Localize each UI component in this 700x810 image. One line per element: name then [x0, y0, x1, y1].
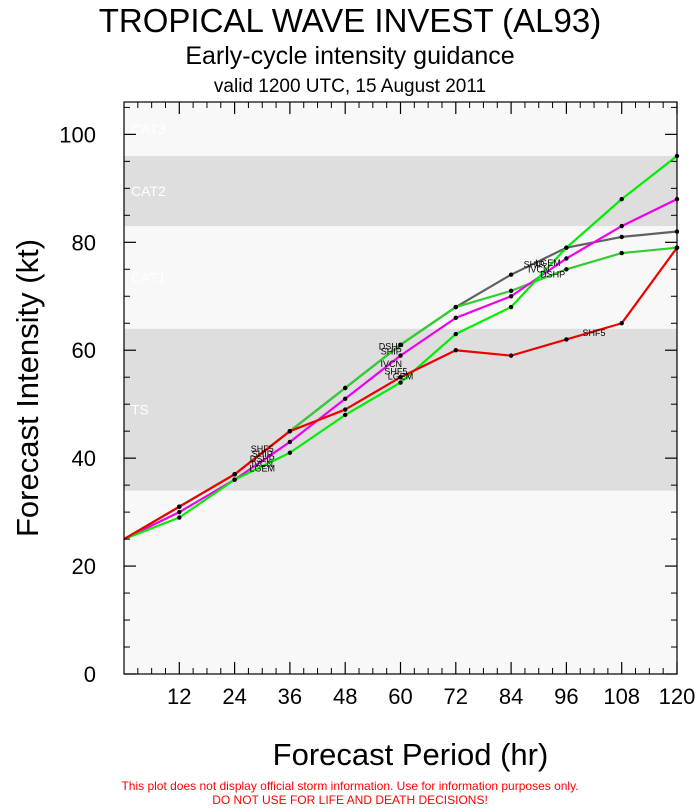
series-label-dshp: DSHP — [379, 342, 404, 352]
point-shf5-36 — [287, 428, 293, 434]
point-shf5-24 — [232, 472, 237, 477]
disclaimer-line-2: DO NOT USE FOR LIFE AND DEATH DECISIONS! — [212, 793, 488, 807]
point-dshp-72 — [453, 304, 458, 310]
series-label-ivcn: IVCN — [381, 359, 403, 369]
series-label-ivcn: IVCN — [528, 265, 550, 275]
point-dshp-84 — [508, 288, 514, 294]
point-ivcn-108 — [619, 223, 624, 229]
series-label-shf5: SHF5 — [251, 444, 274, 454]
intensity-chart: TSCAT1CAT2CAT3SHIPDSHPIVCNLGEMSHF5SHIPDS… — [10, 101, 696, 772]
band-label-cat1: CAT1 — [131, 269, 166, 285]
series-label-lgem: LGEM — [535, 258, 561, 268]
point-shf5-108 — [619, 321, 624, 326]
x-tick-label: 120 — [659, 684, 696, 709]
band-label-ts: TS — [131, 402, 149, 418]
x-axis-label: Forecast Period (hr) — [273, 737, 549, 772]
series-label-lgem: LGEM — [388, 371, 414, 381]
point-lgem-48 — [343, 412, 348, 418]
x-tick-label: 84 — [499, 684, 523, 709]
y-tick-label: 60 — [72, 338, 96, 363]
point-shf5-12 — [177, 504, 182, 509]
point-dshp-48 — [343, 385, 348, 391]
disclaimer-line-1: This plot does not display official stor… — [121, 779, 579, 793]
point-ivcn-96 — [564, 256, 569, 261]
chart-title: TROPICAL WAVE INVEST (AL93) — [98, 2, 602, 39]
point-ivcn-36 — [287, 439, 293, 445]
point-lgem-36 — [287, 450, 293, 455]
y-tick-label: 80 — [72, 230, 96, 255]
point-dshp-108 — [619, 250, 624, 256]
series-label-ivcn: IVCN — [251, 459, 273, 469]
point-lgem-84 — [508, 304, 514, 310]
point-ship-84 — [508, 272, 514, 277]
point-lgem-12 — [177, 515, 182, 520]
y-tick-label: 100 — [59, 122, 96, 147]
point-lgem-108 — [619, 196, 624, 202]
series-label-ship: SHIP — [524, 260, 545, 270]
x-tick-label: 60 — [388, 684, 412, 709]
point-dshp-60 — [398, 342, 403, 348]
x-tick-label: 12 — [167, 684, 191, 709]
band-label-cat3: CAT3 — [131, 121, 166, 137]
point-lgem-72 — [453, 331, 458, 337]
point-lgem-60 — [398, 380, 403, 385]
y-axis-label: Forecast Intensity (kt) — [10, 239, 45, 537]
x-tick-label: 96 — [554, 684, 578, 709]
point-shf5-72 — [453, 348, 458, 353]
x-tick-label: 36 — [278, 684, 302, 709]
point-ivcn-48 — [343, 396, 348, 401]
point-dshp-96 — [564, 267, 569, 272]
point-shf5-96 — [564, 337, 569, 342]
band-label-cat2: CAT2 — [131, 183, 166, 199]
point-shf5-60 — [398, 375, 403, 380]
series-label-ship: SHIP — [381, 347, 402, 357]
series-label-ship: SHIP — [252, 449, 273, 459]
point-shf5-48 — [343, 407, 348, 412]
x-tick-label: 24 — [222, 684, 246, 709]
point-lgem-96 — [564, 245, 569, 250]
y-tick-label: 40 — [72, 446, 96, 471]
series-label-lgem: LGEM — [249, 464, 275, 474]
point-ivcn-72 — [453, 315, 458, 321]
y-tick-label: 20 — [72, 554, 96, 579]
point-ship-108 — [619, 234, 624, 240]
y-tick-label: 0 — [84, 662, 96, 687]
point-ivcn-12 — [177, 509, 182, 515]
series-label-shf5: SHF5 — [384, 367, 407, 377]
x-tick-label: 72 — [444, 684, 468, 709]
chart-subtitle: Early-cycle intensity guidance — [185, 42, 515, 70]
point-ivcn-60 — [398, 353, 403, 358]
band-cat2 — [124, 155, 677, 227]
point-ivcn-84 — [508, 294, 514, 299]
point-shf5-84 — [508, 353, 514, 358]
x-tick-label: 108 — [603, 684, 640, 709]
valid-time: valid 1200 UTC, 15 August 2011 — [213, 76, 487, 97]
series-label-dshp: DSHP — [250, 454, 275, 464]
series-label-shf5: SHF5 — [583, 328, 606, 338]
point-lgem-24 — [232, 477, 237, 482]
plot-background — [124, 490, 677, 674]
series-label-dshp: DSHP — [540, 269, 565, 279]
x-tick-label: 48 — [333, 684, 357, 709]
